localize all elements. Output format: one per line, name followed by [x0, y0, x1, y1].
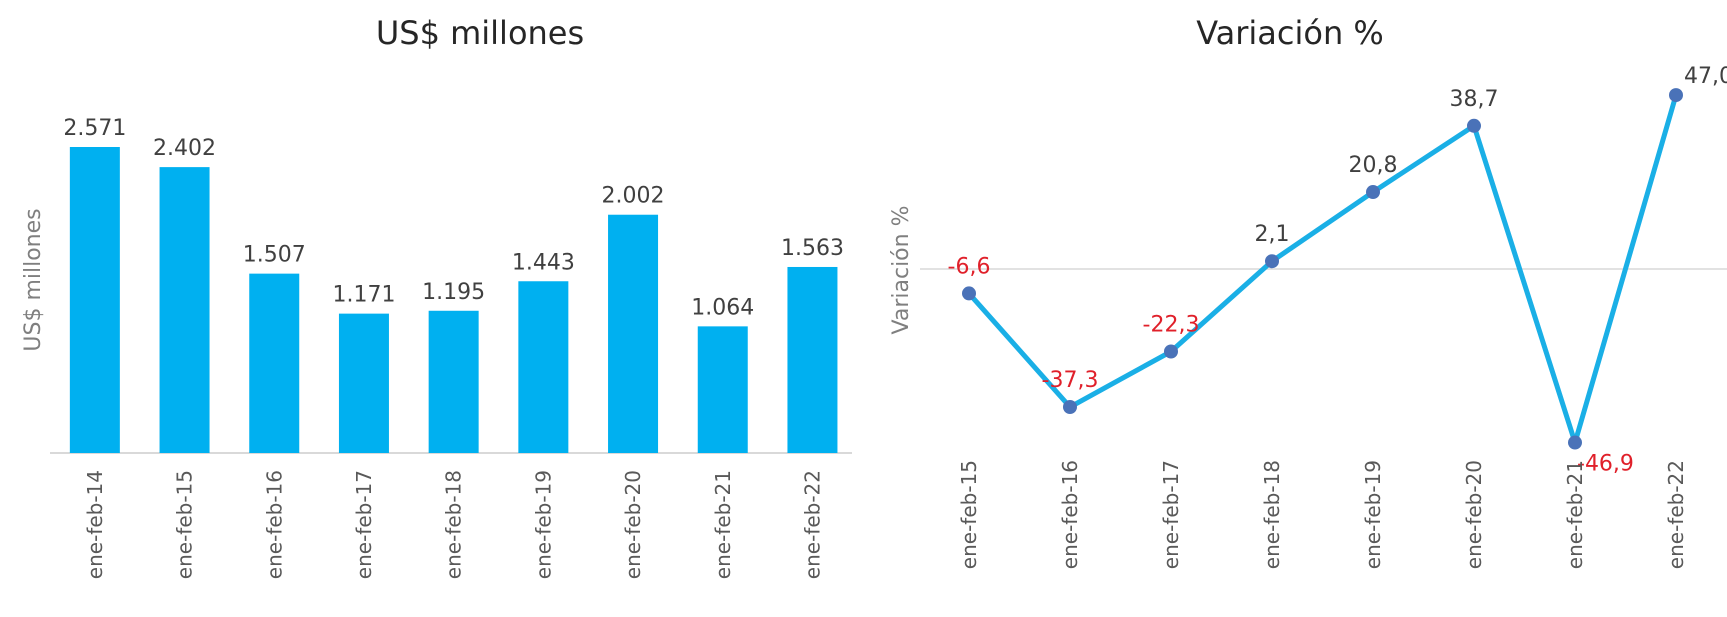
line-point — [962, 286, 976, 301]
bar-chart: US$ millones 2.571 ene-feb-14 2.402 ene-feb… — [21, 116, 852, 579]
bar-value-label: 1.171 — [332, 283, 395, 308]
bar-value-label: 2.002 — [602, 184, 665, 209]
bar-x-tick-label: ene-feb-16 — [262, 470, 286, 579]
line-value-label: 20,8 — [1349, 153, 1398, 178]
line-value-label: -22,3 — [1143, 313, 1200, 338]
line-point — [1467, 118, 1481, 133]
line-x-tick-label: ene-feb-19 — [1361, 460, 1385, 569]
bar-x-tick-label: ene-feb-19 — [531, 470, 555, 579]
bar — [608, 214, 659, 453]
line-x-tick-label: ene-feb-16 — [1058, 460, 1082, 569]
line-x-tick-label: ene-feb-22 — [1664, 460, 1688, 569]
bar-chart-title: US$ millones — [375, 14, 585, 52]
bar-value-label: 1.563 — [781, 236, 844, 261]
bar — [518, 281, 569, 453]
bar — [787, 266, 838, 453]
bar-x-tick-label: ene-feb-17 — [352, 470, 376, 579]
line-chart: Variación % -6,6 ene-feb-15 -37,3 ene-feb-1… — [889, 64, 1727, 569]
line-value-label: -37,3 — [1042, 368, 1099, 393]
line-y-axis-label: Variación % — [889, 206, 914, 335]
line-chart-title: Variación % — [1196, 14, 1384, 52]
line-point — [1669, 88, 1683, 103]
line-value-label: 38,7 — [1450, 87, 1499, 112]
bar — [159, 167, 210, 453]
line-point — [1568, 435, 1582, 450]
line-x-tick-label: ene-feb-18 — [1260, 460, 1284, 569]
bar-x-tick-label: ene-feb-20 — [621, 470, 645, 579]
line-value-label: 2,1 — [1255, 222, 1290, 247]
bar-x-tick-label: ene-feb-22 — [800, 470, 824, 579]
bar — [697, 326, 748, 453]
line-x-tick-label: ene-feb-20 — [1462, 460, 1486, 569]
bar-value-label: 2.402 — [153, 136, 216, 161]
bar-value-label: 1.443 — [512, 250, 575, 275]
bar-x-tick-label: ene-feb-15 — [173, 470, 197, 579]
bar-value-label: 1.507 — [243, 243, 306, 268]
bar — [69, 147, 120, 453]
bar — [338, 313, 389, 453]
bar-x-tick-label: ene-feb-21 — [711, 470, 735, 579]
bar-value-label: 1.195 — [422, 280, 485, 305]
bar-value-label: 2.571 — [63, 116, 126, 141]
line-value-label: 47,0 — [1684, 64, 1727, 89]
line-point — [1265, 254, 1279, 269]
line-point — [1063, 400, 1077, 415]
line-value-label: -6,6 — [948, 254, 991, 279]
bar-x-tick-label: ene-feb-14 — [83, 470, 107, 579]
line-point — [1366, 185, 1380, 200]
line-x-tick-label: ene-feb-15 — [957, 460, 981, 569]
series-line — [967, 94, 1679, 446]
bar-y-axis-label: US$ millones — [21, 208, 46, 351]
bar-value-label: 1.064 — [691, 295, 754, 320]
line-x-tick-label: ene-feb-17 — [1159, 460, 1183, 569]
line-value-label: -46,9 — [1577, 452, 1634, 477]
bar — [249, 273, 300, 453]
bar-x-tick-label: ene-feb-18 — [442, 470, 466, 579]
bar — [428, 310, 479, 453]
line-x-tick-label: ene-feb-21 — [1563, 460, 1587, 569]
line-point — [1164, 344, 1178, 359]
